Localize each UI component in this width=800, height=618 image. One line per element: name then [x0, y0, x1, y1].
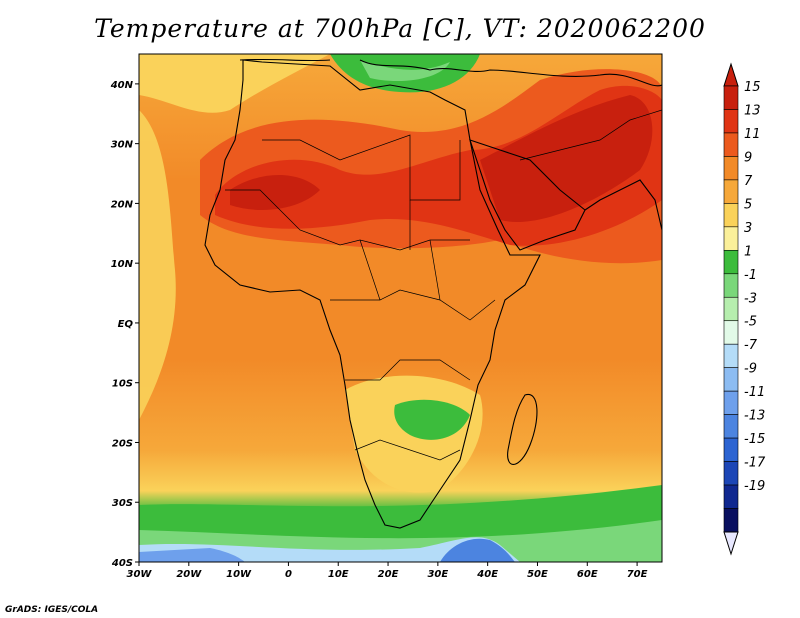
- colorbar-label: 1: [744, 244, 752, 259]
- colorbar: 15 13 11 9 7 5 3 1 -1 -3 -5 -7 -9 -11 -13 -15 -17 -19: [723, 62, 766, 556]
- africa-coast: [204, 59, 541, 529]
- colorbar-label: 11: [744, 127, 761, 142]
- colorbar-label: -19: [744, 479, 765, 494]
- colorbar-segment: [723, 109, 739, 134]
- coastlines: [204, 58, 662, 529]
- colorbar-label: 7: [744, 174, 753, 189]
- border-south-1: [345, 359, 471, 381]
- field-cold-west: [139, 548, 245, 562]
- field-med-lightgreen: [360, 60, 450, 82]
- field-core-west: [230, 175, 320, 210]
- lon-tick-label: 50E: [527, 569, 548, 580]
- colorbar-label: 5: [744, 197, 752, 212]
- lon-tick-label: 0: [285, 569, 292, 580]
- europe-coast: [239, 58, 662, 87]
- colorbar-label: 15: [744, 80, 761, 95]
- colorbar-segment: [723, 250, 739, 275]
- colorbar-segment: [723, 296, 739, 322]
- lat-tick-label: 10N: [111, 259, 134, 270]
- border-central: [330, 289, 496, 321]
- colorbar-segment: [723, 203, 739, 228]
- colorbar-label: -7: [744, 338, 758, 353]
- colorbar-label: 13: [744, 103, 761, 118]
- colorbar-segment: [723, 508, 739, 533]
- lat-tick-label: 20N: [111, 199, 134, 210]
- field-southern-green-band: [139, 485, 662, 549]
- plot-frame: [138, 53, 663, 563]
- colorbar-segment: [723, 273, 739, 298]
- colorbar-segment: [723, 367, 739, 392]
- colorbar-segment: [723, 461, 739, 486]
- colorbar-bottom-arrow: [723, 531, 739, 556]
- colorbar-label: -9: [744, 362, 757, 377]
- lat-tick-label: 40S: [111, 558, 133, 569]
- lon-tick-label: 60E: [577, 569, 598, 580]
- lon-tick-label: 30W: [127, 569, 153, 580]
- colorbar-label: -3: [744, 291, 757, 306]
- longitude-ticks: 30W 20W 10W 0 10E 20E 30E 40E 50E 60E 70E: [127, 562, 648, 580]
- lon-tick-label: 70E: [627, 569, 648, 580]
- lat-tick-label: 20S: [112, 438, 133, 449]
- lon-tick-label: 20E: [378, 569, 399, 580]
- border-north: [262, 134, 461, 201]
- map-title: Temperature at 700hPa [C], VT: 202006220…: [94, 14, 706, 43]
- temperature-field: [139, 54, 662, 562]
- colorbar-label: -5: [744, 315, 757, 330]
- border-south-2: [354, 439, 461, 461]
- colorbar-segment: [723, 414, 739, 439]
- arabia-coast: [469, 139, 586, 251]
- colorbar-segment: [723, 179, 739, 204]
- lat-tick-label: EQ: [118, 319, 134, 330]
- lon-tick-label: 40E: [476, 569, 498, 580]
- colorbar-segment: [723, 85, 739, 110]
- field-south-green: [394, 399, 470, 440]
- colorbar-label: 3: [744, 221, 752, 236]
- latitude-ticks: 40S 30S 20S 10S EQ 10N 20N 30N 40N: [110, 80, 139, 569]
- lon-tick-label: 10E: [328, 569, 349, 580]
- lon-tick-label: 10W: [226, 569, 252, 580]
- border-asia: [519, 109, 662, 161]
- border-sahel: [225, 189, 470, 251]
- madagascar-coast: [507, 394, 538, 465]
- field-core-arabia: [480, 95, 653, 222]
- field-north-yellow: [139, 54, 330, 113]
- borders: [225, 109, 662, 461]
- colorbar-label: -13: [744, 409, 765, 424]
- lon-tick-label: 30E: [427, 569, 448, 580]
- india-coast: [584, 179, 662, 231]
- colorbar-label: 9: [744, 150, 752, 165]
- field-cold-core: [440, 538, 515, 562]
- colorbar-segment: [723, 226, 739, 251]
- colorbar-label: -17: [744, 456, 766, 471]
- colorbar-label: -11: [744, 385, 765, 400]
- field-west-cool: [139, 110, 176, 420]
- colorbar-segment: [723, 132, 739, 157]
- credit-label: GrADS: IGES/COLA: [5, 605, 99, 615]
- lat-tick-label: 30S: [112, 498, 133, 509]
- lat-tick-label: 40N: [110, 80, 134, 91]
- lat-tick-label: 30N: [111, 140, 134, 151]
- colorbar-segment: [723, 390, 739, 415]
- colorbar-label: -15: [744, 432, 765, 447]
- colorbar-segment: [723, 343, 739, 368]
- colorbar-segment: [723, 156, 739, 181]
- colorbar-segment: [723, 437, 739, 462]
- colorbar-segment: [723, 484, 739, 509]
- colorbar-top-arrow: [723, 62, 739, 87]
- lat-tick-label: 10S: [112, 379, 133, 390]
- colorbar-label: -1: [744, 268, 757, 283]
- colorbar-segment: [723, 320, 739, 345]
- lon-tick-label: 20W: [176, 569, 202, 580]
- border-vertical: [359, 200, 441, 301]
